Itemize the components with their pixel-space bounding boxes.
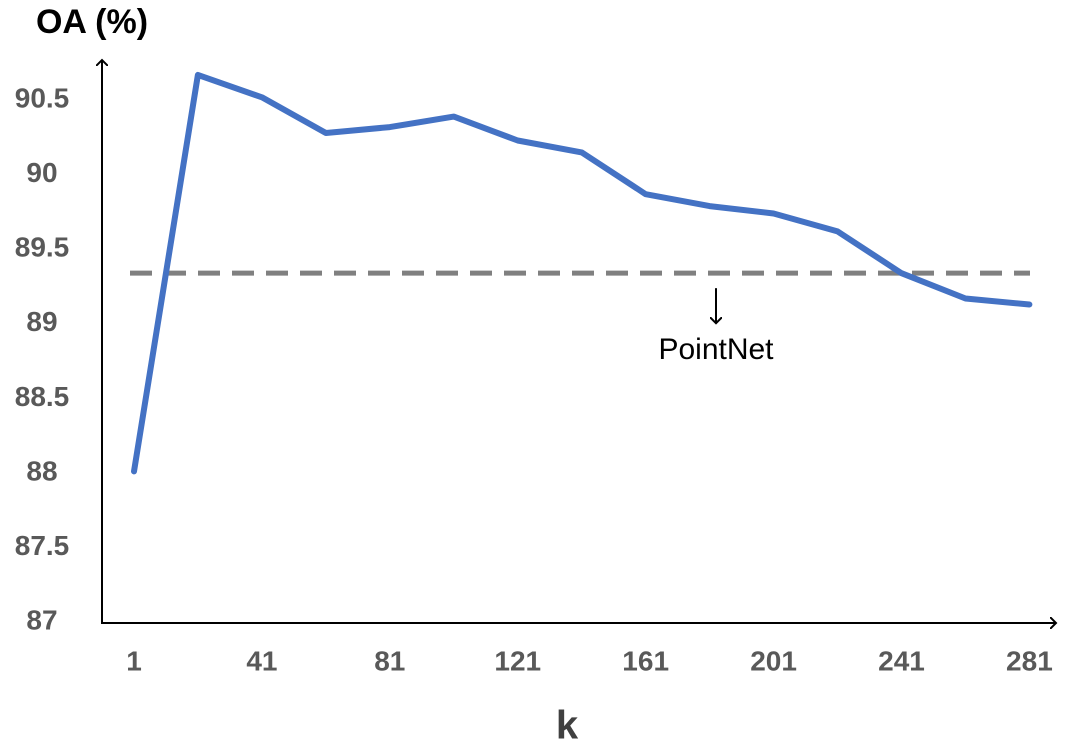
y-tick-label: 87 xyxy=(26,604,57,635)
x-tick-label: 281 xyxy=(1006,645,1053,676)
y-tick-label: 87.5 xyxy=(15,530,70,561)
x-tick-label: 161 xyxy=(622,645,669,676)
x-axis-label: k xyxy=(556,704,579,748)
x-tick-label: 121 xyxy=(494,645,541,676)
chart-title: OA (%) xyxy=(36,3,148,41)
y-tick-label: 88.5 xyxy=(15,381,70,412)
x-tick-label: 1 xyxy=(126,645,142,676)
y-tick-label: 89.5 xyxy=(15,232,70,263)
y-tick-label: 88 xyxy=(26,455,57,486)
y-tick-label: 90.5 xyxy=(15,83,70,114)
x-tick-label: 201 xyxy=(750,645,797,676)
data-line xyxy=(131,71,1033,475)
y-tick-label: 89 xyxy=(26,306,57,337)
reference-label: PointNet xyxy=(658,333,774,366)
x-tick-label: 241 xyxy=(878,645,925,676)
x-tick-label: 81 xyxy=(374,645,405,676)
y-tick-label: 90 xyxy=(26,157,57,188)
x-tick-label: 41 xyxy=(246,645,277,676)
